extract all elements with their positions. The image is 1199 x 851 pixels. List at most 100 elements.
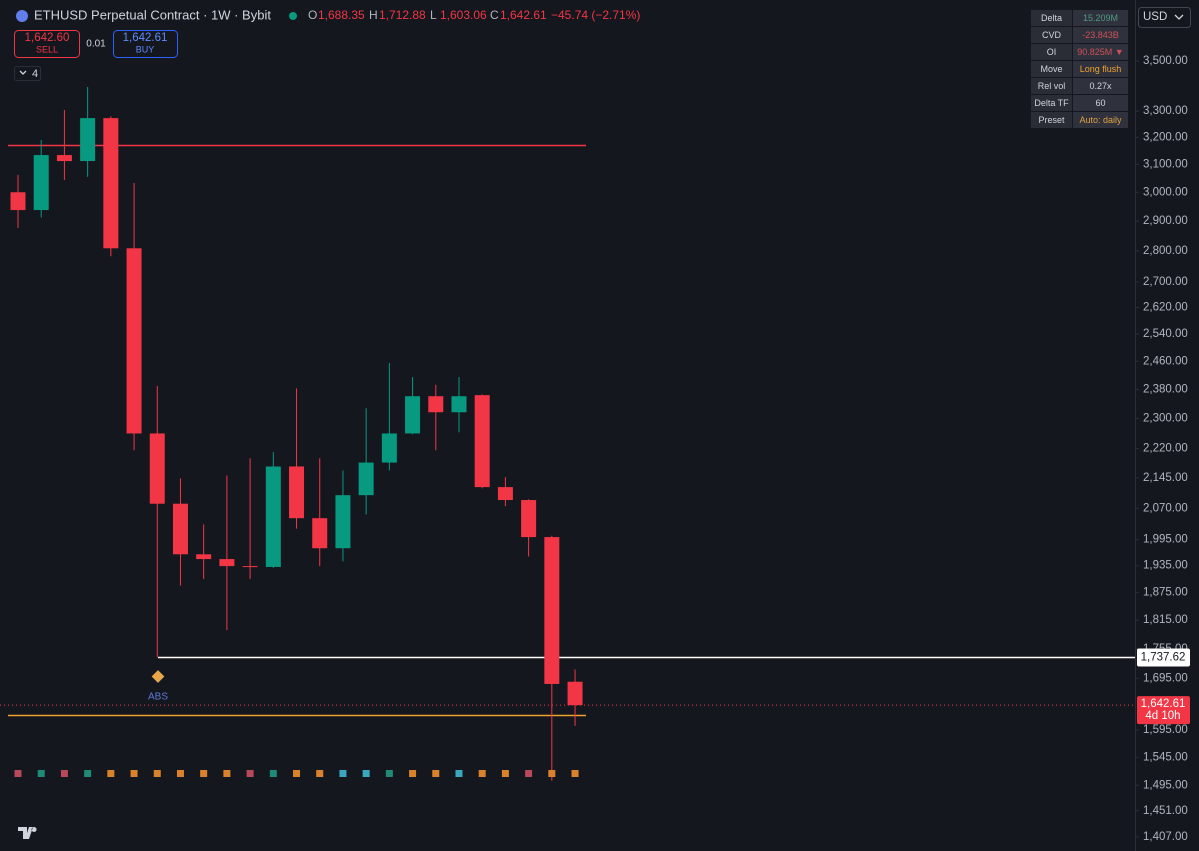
y-tick-label: 1,451.00 — [1143, 805, 1188, 817]
y-tick-label: 1,815.00 — [1143, 614, 1188, 626]
chevron-icon[interactable] — [19, 70, 27, 75]
candle-body — [172, 503, 188, 555]
spread: 0.01 — [86, 39, 106, 50]
table-label: OI — [1047, 47, 1057, 57]
candle-body — [544, 537, 560, 684]
info-table: Delta 15.209M CVD -23.843B OI 90.825M ▼ Move Lo… — [1031, 10, 1128, 128]
table-label: Preset — [1038, 115, 1065, 125]
sell-box[interactable] — [14, 30, 80, 58]
y-tick-label: 2,220.00 — [1143, 443, 1188, 455]
table-label: Move — [1040, 64, 1062, 74]
table-label: Delta TF — [1034, 98, 1069, 108]
table-value: 15.209M — [1083, 13, 1118, 23]
table-label-cell — [1031, 44, 1072, 60]
ohlc-value: 1,642.61 — [500, 8, 547, 22]
ohlc-key: H — [369, 8, 378, 22]
y-tick-label: 3,200.00 — [1143, 131, 1188, 143]
signal-marker — [385, 770, 393, 777]
candle-body — [149, 433, 165, 504]
buy-label[interactable]: BUY — [136, 44, 155, 54]
ohlc-key: C — [490, 8, 499, 22]
candle-body — [381, 433, 397, 463]
annotation: ABS — [148, 692, 168, 703]
symbol-title: ETHUSD Perpetual Contract · 1W · Bybit — [34, 7, 271, 22]
signal-marker — [223, 770, 231, 777]
y-tick-label: 3,500.00 — [1143, 55, 1188, 67]
buy-price[interactable]: 1,642.61 — [123, 32, 168, 44]
sell-price[interactable]: 1,642.60 — [25, 32, 70, 44]
y-tick-label: 2,800.00 — [1143, 245, 1188, 257]
ohlc-key: L — [430, 8, 437, 22]
countdown: 4d 10h — [1145, 710, 1180, 722]
currency-label[interactable]: USD — [1143, 11, 1167, 23]
table-label-cell — [1031, 112, 1072, 128]
y-tick-label: 2,070.00 — [1143, 502, 1188, 514]
signal-marker — [501, 770, 509, 777]
y-tick-label: 1,595.00 — [1143, 724, 1188, 736]
signal-marker — [176, 770, 184, 777]
table-label-cell — [1031, 78, 1072, 94]
sell-label[interactable]: SELL — [36, 44, 58, 54]
plot — [0, 86, 1135, 781]
signal-marker — [362, 770, 370, 777]
table-label-cell — [1031, 61, 1072, 77]
buy-button[interactable]: 1,642.61 BUY — [113, 30, 178, 58]
candle-body — [219, 559, 235, 567]
signal-marker — [339, 770, 347, 777]
buy-box[interactable] — [113, 30, 178, 58]
ohlc-value: 1,603.06 — [440, 8, 487, 22]
table-value: 0.27x — [1089, 81, 1112, 91]
table-value: -23.843B — [1082, 30, 1119, 40]
signal-marker — [153, 770, 161, 777]
candle-body — [80, 118, 96, 162]
candle-body — [10, 192, 26, 211]
indicator-count[interactable]: 4 — [32, 68, 38, 80]
table-value-cell — [1073, 44, 1128, 60]
candle-body — [126, 248, 142, 434]
status-dot — [289, 12, 297, 20]
candle-body — [521, 500, 537, 538]
signal-marker — [107, 770, 115, 777]
currency-select[interactable]: USD — [1138, 7, 1191, 28]
candle-body — [103, 118, 119, 249]
signal-marker — [37, 770, 45, 777]
dropdown-icon[interactable] — [1174, 14, 1184, 20]
signal-marker — [548, 770, 556, 777]
y-tick-label: 2,300.00 — [1143, 413, 1188, 425]
table-label-cell — [1031, 27, 1072, 43]
table-value-cell — [1073, 61, 1128, 77]
table-value-cell — [1073, 95, 1128, 111]
candle-body — [474, 395, 490, 488]
table-value-cell — [1073, 27, 1128, 43]
price-label: 1,642.61 — [1141, 698, 1186, 710]
tv-logo — [18, 827, 37, 839]
signal-marker — [269, 770, 277, 777]
candle-body — [196, 554, 212, 560]
table-label-cell — [1031, 10, 1072, 26]
candle-body — [451, 396, 467, 413]
candle-body — [265, 466, 281, 567]
table-value-cell — [1073, 112, 1128, 128]
y-tick-label: 2,145.00 — [1143, 472, 1188, 484]
level-tag — [1137, 648, 1190, 667]
candle-body — [567, 681, 583, 706]
y-tick-label: 1,995.00 — [1143, 534, 1188, 546]
level-label: 1,737.62 — [1141, 652, 1186, 664]
signal-marker — [14, 770, 22, 777]
y-tick-label: 2,380.00 — [1143, 383, 1188, 395]
candle-body — [312, 518, 328, 549]
y-tick-label: 1,407.00 — [1143, 831, 1188, 843]
table-label: Rel vol — [1038, 81, 1066, 91]
candle-body — [428, 396, 444, 413]
signal-marker — [60, 770, 68, 777]
y-tick-label: 3,100.00 — [1143, 158, 1188, 170]
signal-marker — [432, 770, 440, 777]
currency-box[interactable] — [1138, 7, 1191, 28]
price-tag — [1137, 696, 1190, 725]
y-tick-label: 1,935.00 — [1143, 560, 1188, 572]
toggle-box[interactable] — [14, 66, 41, 81]
sell-button[interactable]: 1,642.60 SELL — [14, 30, 80, 58]
candle-body — [497, 487, 513, 501]
indicators-toggle[interactable]: 4 — [14, 66, 41, 81]
